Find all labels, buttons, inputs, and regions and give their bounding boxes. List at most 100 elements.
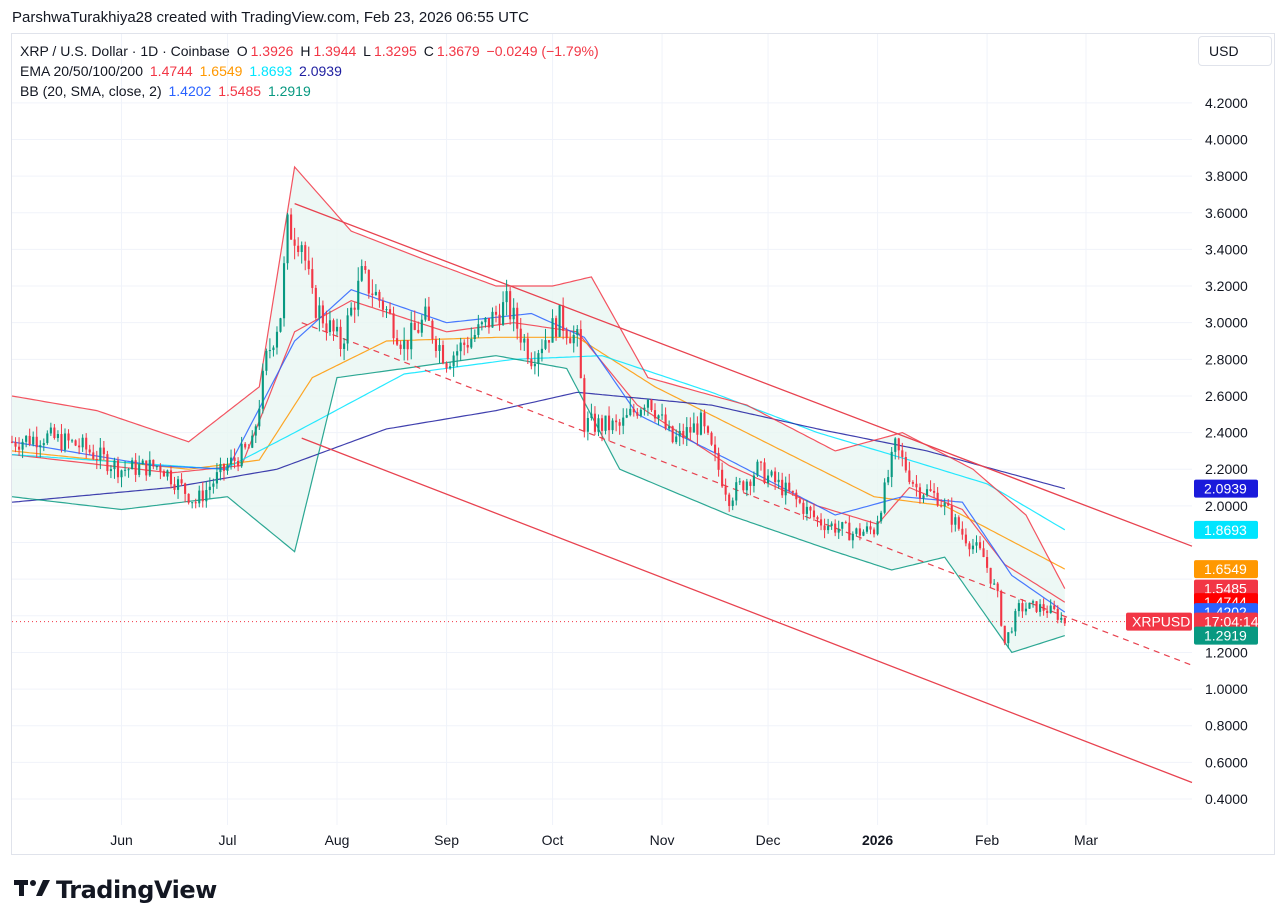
close-value: 1.3679 — [436, 43, 480, 59]
candle-body — [943, 502, 946, 507]
candle-body — [78, 445, 81, 448]
candle-body — [99, 447, 102, 461]
candle-body — [770, 471, 773, 476]
candle-body — [632, 408, 635, 413]
channel-upper-line — [294, 202, 1193, 547]
candle-body — [332, 320, 335, 332]
candle-body — [611, 420, 614, 431]
candle-body — [417, 329, 420, 333]
candle-body — [325, 323, 328, 333]
candle-body — [774, 471, 777, 483]
price-badge-text: 1.8693 — [1204, 522, 1247, 538]
time-tick-label: Dec — [756, 832, 781, 848]
candle-body — [371, 293, 374, 296]
currency-button[interactable]: USD — [1198, 36, 1272, 66]
candle-body — [908, 470, 911, 483]
close-label: C — [423, 43, 434, 59]
candle-body — [427, 306, 430, 321]
candle-body — [254, 426, 257, 436]
candle-body — [438, 345, 441, 351]
candle-body — [67, 433, 70, 441]
candle-body — [505, 291, 508, 303]
candle-body — [18, 446, 21, 450]
candle-body — [717, 452, 720, 470]
candle-body — [834, 523, 837, 533]
candle-body — [229, 457, 233, 465]
candle-body — [378, 291, 381, 301]
legend-ema-row[interactable]: EMA 20/50/100/200 1.4744 1.6549 1.8693 2… — [20, 61, 602, 81]
price-tick-label: 3.0000 — [1205, 315, 1248, 331]
candle-body — [954, 517, 957, 525]
candle-body — [996, 583, 999, 592]
candle-body — [1021, 603, 1024, 612]
price-badge-text: 1.2919 — [1204, 628, 1247, 644]
candle-body — [600, 418, 604, 431]
candle-body — [251, 435, 254, 448]
candle-body — [851, 533, 854, 541]
open-label: O — [236, 43, 248, 59]
candle-body — [138, 464, 141, 475]
candle-body — [459, 342, 462, 352]
candle-body — [134, 460, 137, 475]
candle-body — [848, 522, 851, 541]
candle-body — [191, 502, 194, 504]
candle-body — [636, 412, 639, 416]
candle-body — [975, 542, 978, 546]
candle-body — [933, 490, 936, 493]
candle-body — [950, 505, 953, 525]
candle-body — [463, 342, 466, 345]
candle-body — [1031, 601, 1035, 603]
candle-body — [343, 343, 346, 350]
candle-body — [180, 479, 183, 484]
candle-body — [484, 317, 487, 323]
candle-body — [661, 414, 664, 416]
candle-body — [537, 353, 540, 365]
candle-body — [226, 464, 229, 471]
candle-body — [39, 445, 42, 448]
candle-body — [759, 461, 763, 463]
candle-body — [148, 459, 151, 476]
legend-bb-row[interactable]: BB (20, SMA, close, 2) 1.4202 1.5485 1.2… — [20, 81, 602, 101]
candle-body — [689, 427, 692, 433]
candle-body — [335, 326, 339, 332]
candle-body — [639, 409, 642, 416]
candle-body — [692, 423, 695, 433]
time-tick-label: Mar — [1074, 832, 1098, 848]
candle-body — [237, 460, 240, 467]
candle-body — [328, 320, 332, 333]
ema-label: EMA 20/50/100/200 — [20, 63, 143, 79]
candle-body — [915, 483, 918, 488]
price-badge-text: 17:04:14 — [1204, 614, 1259, 630]
price-badge-text: 2.0939 — [1204, 481, 1247, 497]
candle-body — [1014, 611, 1017, 632]
candle-body — [993, 583, 996, 585]
price-badge-text: 1.5485 — [1204, 581, 1247, 597]
candle-body — [735, 482, 738, 501]
candle-body — [452, 355, 455, 367]
candle-body — [781, 479, 784, 496]
tradingview-logo[interactable]: TradingView — [14, 876, 217, 904]
ema50-value: 1.6549 — [199, 63, 243, 79]
candle-body — [544, 340, 547, 349]
candle-body — [540, 348, 543, 354]
candle-body — [187, 493, 190, 503]
chart-pane[interactable] — [11, 33, 1275, 855]
candle-body — [795, 492, 798, 500]
bb-lower-value: 1.2919 — [267, 83, 311, 99]
candle-body — [731, 500, 734, 507]
candle-body — [964, 534, 967, 544]
price-tick-label: 3.6000 — [1205, 205, 1248, 221]
candle-body — [300, 245, 303, 252]
bb-basis-line — [11, 289, 1066, 613]
legend-symbol-row[interactable]: XRP / U.S. Dollar · 1D · Coinbase O 1.392… — [20, 41, 602, 61]
candle-body — [901, 450, 904, 457]
candle-body — [201, 490, 204, 502]
time-tick-label: Aug — [325, 832, 350, 848]
candle-body — [434, 339, 438, 351]
candle-body — [562, 305, 565, 331]
price-axis: 4.2000 4.0000 3.8000 3.6000 3.4000 3.2000 3.00… — [1205, 95, 1248, 807]
candle-body — [60, 434, 63, 450]
candle-body — [738, 481, 741, 483]
candle-body — [618, 422, 621, 426]
